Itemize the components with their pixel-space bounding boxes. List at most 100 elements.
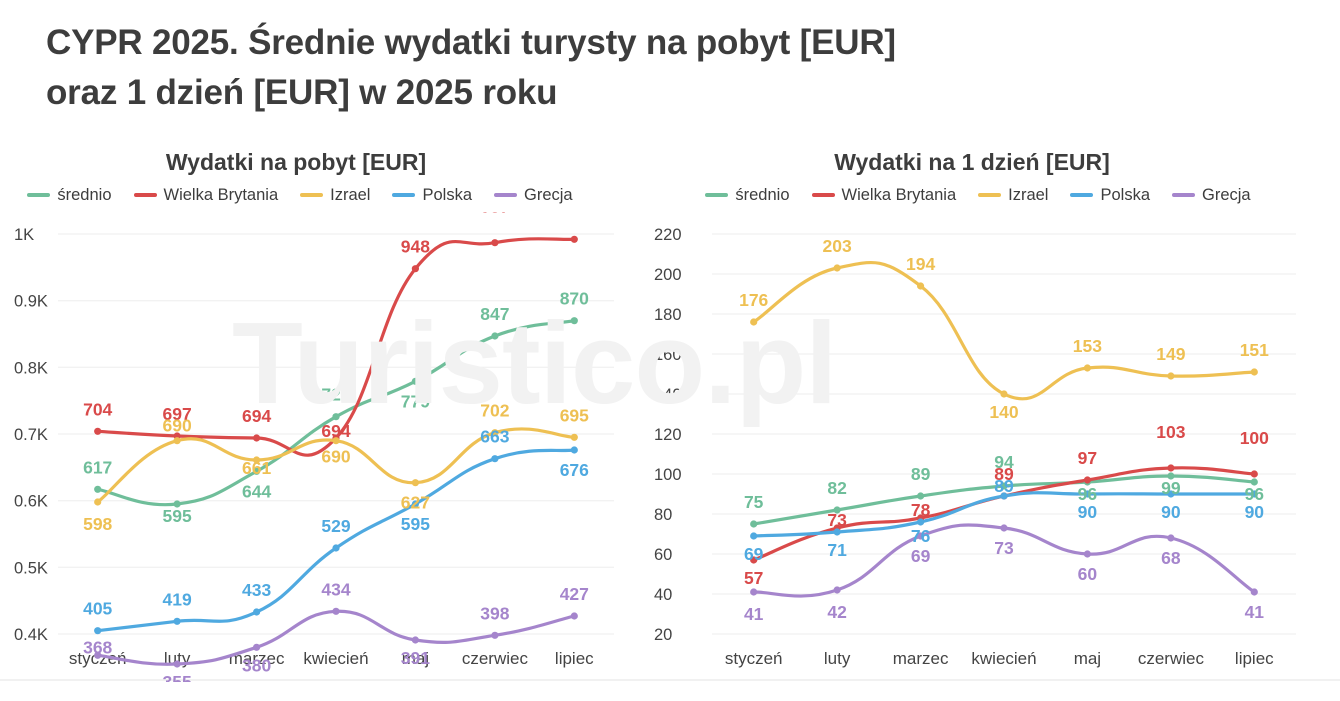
data-point (491, 429, 499, 437)
legend-item-wielka-brytania[interactable]: Wielka Brytania (811, 186, 956, 205)
legend-swatch-icon (705, 193, 729, 197)
data-label: 69 (744, 544, 764, 564)
x-axis-tick-label: marzec (229, 649, 285, 668)
data-label: 779 (401, 391, 430, 411)
plot-area-stay: 0.4K0.5K0.6K0.7K0.8K0.9K1Kstyczeńlutymar… (0, 212, 650, 682)
data-label: 89 (911, 464, 931, 484)
data-label: 96 (1078, 484, 1098, 504)
data-point (917, 492, 925, 500)
data-label: 847 (480, 304, 509, 324)
data-point (173, 500, 181, 508)
data-label: 380 (242, 655, 271, 675)
y-axis-tick-label: 1K (14, 226, 34, 244)
legend-item-izrael[interactable]: Izrael (300, 186, 370, 205)
data-point (1167, 490, 1175, 498)
y-axis-tick-label: 20 (654, 626, 672, 644)
data-point (1083, 490, 1091, 498)
data-point (917, 518, 925, 526)
data-label: 355 (162, 672, 191, 682)
y-axis-tick-label: 100 (654, 466, 682, 484)
data-point (253, 643, 261, 651)
line-chart-perday: 20 40 60 80 100 120 140 160 180 200 220 styczeń luty… (650, 226, 1340, 681)
data-point (1167, 534, 1175, 542)
data-label: 75 (744, 492, 764, 512)
legend-swatch-icon (27, 193, 51, 197)
data-label: 992 (560, 212, 589, 213)
x-axis-tick-label: maj (402, 649, 429, 668)
legend-item-średnio[interactable]: średnio (705, 185, 790, 205)
series-line-izrael (752, 260, 1256, 401)
data-label: 68 (1161, 548, 1181, 568)
data-label: 690 (162, 416, 191, 436)
page-title: CYPR 2025. Średnie wydatki turysty na po… (46, 18, 1166, 117)
data-point (570, 433, 578, 441)
plot-area-perday: 20 40 60 80 100 120 140 160 180 200 220 styczeń luty… (650, 212, 1340, 682)
legend-label: średnio (735, 185, 790, 204)
data-point (750, 588, 758, 596)
x-axis-tick-label: kwiecień (303, 649, 368, 668)
data-label: 78 (911, 500, 931, 520)
legend-item-polska[interactable]: Polska (392, 186, 472, 205)
data-point (917, 532, 925, 540)
legend-item-grecja[interactable]: Grecja (1172, 186, 1251, 205)
legend-swatch-icon (978, 193, 1002, 197)
data-label: 434 (321, 579, 350, 599)
data-label: 870 (560, 289, 589, 309)
data-label: 644 (242, 481, 271, 501)
data-label: 595 (401, 514, 430, 534)
data-label: 76 (911, 526, 931, 546)
legend-item-wielka-brytania[interactable]: Wielka Brytania (133, 185, 279, 205)
series-line-wielka-brytania (96, 237, 576, 457)
data-point (94, 651, 102, 659)
data-label: 690 (321, 447, 350, 467)
data-point (1000, 524, 1008, 532)
legend-item-grecja[interactable]: Grecja (494, 186, 573, 205)
legend-item-izrael[interactable]: Izrael (978, 186, 1048, 205)
data-label: 89 (994, 464, 1014, 484)
data-point (332, 413, 340, 421)
data-point (1000, 390, 1008, 398)
data-label: 90 (1245, 502, 1265, 522)
data-point (833, 506, 841, 514)
data-label: 41 (1245, 602, 1265, 622)
legend-label: Wielka Brytania (163, 185, 279, 204)
legend-item-średnio[interactable]: średnio (27, 185, 112, 205)
data-point (1083, 364, 1091, 372)
data-point (833, 528, 841, 536)
data-label: 153 (1073, 336, 1102, 356)
page-title-line-1: CYPR 2025. Średnie wydatki turysty na po… (46, 23, 896, 62)
data-label: 203 (822, 236, 851, 256)
data-point (750, 532, 758, 540)
data-point (491, 332, 499, 340)
data-label: 90 (1161, 502, 1181, 522)
y-axis-tick-label: 0.9K (14, 293, 48, 311)
data-label: 73 (827, 510, 847, 530)
data-label: 99 (1161, 478, 1181, 498)
data-label: 69 (911, 546, 931, 566)
y-axis-tick-label: 120 (654, 426, 682, 444)
data-point (94, 427, 102, 435)
data-point (173, 437, 181, 445)
data-point (750, 520, 758, 528)
data-point (1167, 472, 1175, 480)
data-label: 73 (994, 538, 1014, 558)
x-axis-tick-label: lipiec (555, 649, 594, 668)
data-label: 427 (560, 584, 589, 604)
data-point (1167, 372, 1175, 380)
data-label: 726 (321, 385, 350, 405)
legend-swatch-icon (392, 193, 416, 197)
data-point (332, 607, 340, 615)
legend-swatch-icon (1070, 193, 1094, 197)
chart-panel-stay: Wydatki na pobyt [EUR] średnio Wielka Bry… (0, 146, 650, 701)
data-point (253, 608, 261, 616)
data-label: 96 (1245, 484, 1265, 504)
legend-label: średnio (57, 185, 112, 204)
legend-item-polska[interactable]: Polska (1070, 186, 1150, 205)
x-axis-tick-label: luty (824, 649, 851, 668)
x-axis-tick-label: maj (1074, 649, 1101, 668)
data-point (411, 500, 419, 508)
line-chart-stay: 0.4K0.5K0.6K0.7K0.8K0.9K1Kstyczeńlutymar… (0, 212, 650, 682)
data-label: 598 (83, 514, 112, 534)
legend-label: Izrael (330, 185, 371, 204)
